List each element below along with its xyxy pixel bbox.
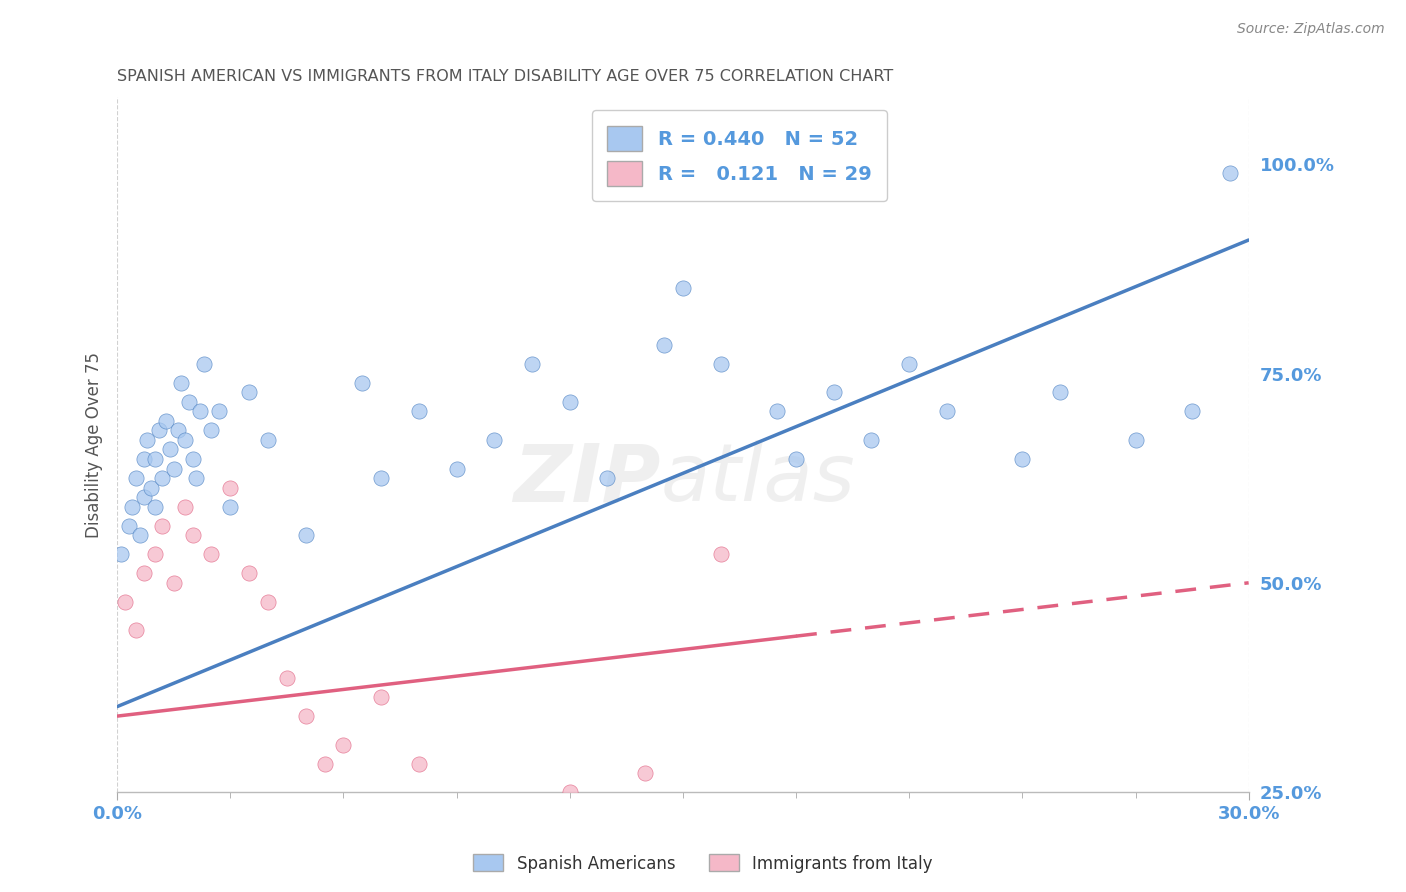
Point bbox=[181, 528, 204, 542]
Point bbox=[219, 481, 242, 495]
Point bbox=[152, 471, 174, 485]
Point bbox=[177, 395, 200, 409]
Point bbox=[1125, 433, 1147, 447]
Point bbox=[370, 471, 392, 485]
Point bbox=[1219, 166, 1241, 180]
Point bbox=[200, 547, 222, 561]
Point bbox=[125, 624, 148, 638]
Point bbox=[132, 452, 155, 467]
Text: ZIP: ZIP bbox=[513, 441, 661, 518]
Point bbox=[766, 805, 789, 819]
Point bbox=[710, 357, 733, 371]
Point bbox=[238, 566, 260, 581]
Point bbox=[110, 547, 132, 561]
Point bbox=[294, 528, 316, 542]
Y-axis label: Disability Age Over 75: Disability Age Over 75 bbox=[86, 351, 103, 538]
Point bbox=[132, 566, 155, 581]
Point bbox=[596, 471, 619, 485]
Point bbox=[332, 738, 354, 752]
Point bbox=[652, 337, 675, 351]
Point bbox=[152, 518, 174, 533]
Point bbox=[155, 414, 177, 428]
Point bbox=[1181, 404, 1204, 418]
Point bbox=[766, 404, 789, 418]
Text: atlas: atlas bbox=[661, 441, 855, 518]
Point bbox=[520, 357, 543, 371]
Point bbox=[408, 756, 430, 771]
Point bbox=[785, 452, 807, 467]
Point bbox=[370, 690, 392, 704]
Point bbox=[125, 471, 148, 485]
Point bbox=[446, 461, 468, 475]
Point bbox=[408, 404, 430, 418]
Point bbox=[710, 547, 733, 561]
Point bbox=[148, 424, 170, 438]
Point bbox=[143, 547, 166, 561]
Point bbox=[166, 424, 188, 438]
Point bbox=[208, 404, 231, 418]
Point bbox=[860, 433, 883, 447]
Point bbox=[174, 433, 197, 447]
Point bbox=[484, 805, 506, 819]
Point bbox=[257, 433, 280, 447]
Point bbox=[121, 500, 143, 514]
Point bbox=[314, 756, 336, 771]
Point bbox=[1011, 452, 1033, 467]
Point bbox=[128, 528, 150, 542]
Point bbox=[484, 433, 506, 447]
Point bbox=[132, 490, 155, 504]
Point bbox=[143, 500, 166, 514]
Point bbox=[520, 833, 543, 847]
Point bbox=[143, 452, 166, 467]
Point bbox=[257, 595, 280, 609]
Point bbox=[163, 575, 186, 590]
Point bbox=[188, 404, 211, 418]
Point bbox=[114, 595, 136, 609]
Point bbox=[352, 376, 374, 390]
Point bbox=[935, 404, 957, 418]
Point bbox=[139, 481, 162, 495]
Point bbox=[200, 424, 222, 438]
Point bbox=[898, 357, 921, 371]
Point bbox=[117, 518, 139, 533]
Text: Source: ZipAtlas.com: Source: ZipAtlas.com bbox=[1237, 22, 1385, 37]
Point bbox=[181, 452, 204, 467]
Point bbox=[238, 385, 260, 400]
Point bbox=[186, 471, 208, 485]
Legend: Spanish Americans, Immigrants from Italy: Spanish Americans, Immigrants from Italy bbox=[467, 847, 939, 880]
Point bbox=[136, 433, 159, 447]
Point bbox=[276, 671, 298, 685]
Point bbox=[823, 385, 845, 400]
Point bbox=[634, 766, 657, 780]
Point bbox=[294, 709, 316, 723]
Legend: R = 0.440   N = 52, R =   0.121   N = 29: R = 0.440 N = 52, R = 0.121 N = 29 bbox=[592, 111, 887, 202]
Text: SPANISH AMERICAN VS IMMIGRANTS FROM ITALY DISABILITY AGE OVER 75 CORRELATION CHA: SPANISH AMERICAN VS IMMIGRANTS FROM ITAL… bbox=[117, 69, 893, 84]
Point bbox=[159, 442, 181, 457]
Point bbox=[219, 500, 242, 514]
Point bbox=[596, 833, 619, 847]
Point bbox=[174, 500, 197, 514]
Point bbox=[558, 785, 581, 799]
Point bbox=[558, 395, 581, 409]
Point bbox=[193, 357, 215, 371]
Point bbox=[1049, 385, 1071, 400]
Point bbox=[672, 280, 695, 294]
Point bbox=[163, 461, 186, 475]
Point bbox=[170, 376, 193, 390]
